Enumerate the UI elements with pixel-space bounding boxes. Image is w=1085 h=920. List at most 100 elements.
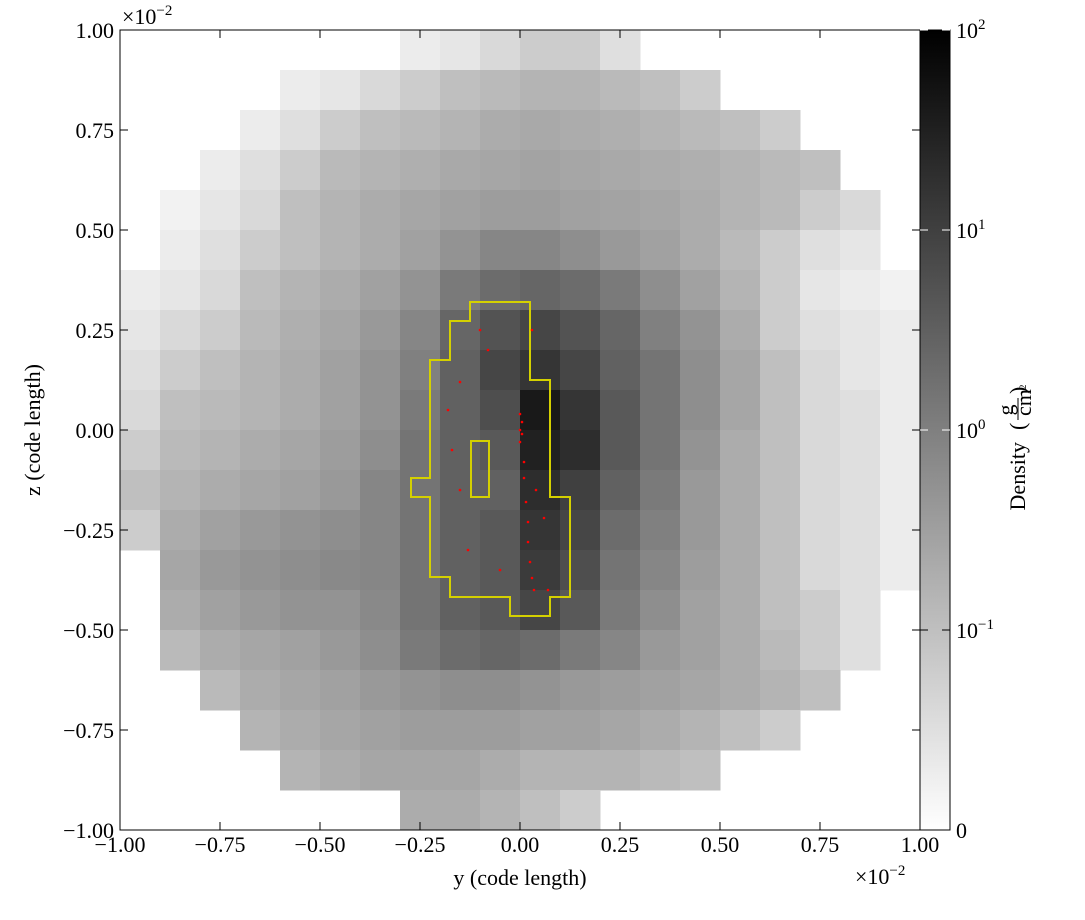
cell <box>240 390 281 431</box>
cell <box>480 30 521 71</box>
cell <box>320 710 361 751</box>
cell <box>880 550 921 591</box>
cell <box>440 670 481 711</box>
cell <box>400 630 441 671</box>
offset-exponent: −2 <box>156 3 172 19</box>
tick-base: 10 <box>956 18 978 43</box>
x-tick-label: 0.00 <box>501 832 540 857</box>
cell <box>760 470 801 511</box>
contour <box>410 301 571 617</box>
cell <box>440 150 481 191</box>
cell <box>400 710 441 751</box>
cell <box>760 550 801 591</box>
cell <box>240 470 281 511</box>
cell <box>560 230 601 271</box>
cell <box>160 270 201 311</box>
cell <box>640 430 681 471</box>
cell <box>240 550 281 591</box>
cell <box>360 310 401 351</box>
cell <box>200 550 241 591</box>
cell <box>640 230 681 271</box>
cell <box>640 270 681 311</box>
cell <box>240 230 281 271</box>
colorbar-tick-label: 0 <box>956 818 967 843</box>
cell <box>400 550 441 591</box>
paren: ) <box>1005 387 1030 394</box>
cell <box>520 670 561 711</box>
cell <box>880 470 921 511</box>
cell <box>680 390 721 431</box>
particle <box>542 516 546 520</box>
particles <box>446 328 550 592</box>
cell <box>160 190 201 231</box>
particle <box>446 408 450 412</box>
cell <box>640 510 681 551</box>
cell <box>600 510 641 551</box>
x-tick-label: −0.50 <box>295 832 346 857</box>
cell <box>800 350 841 391</box>
colorbar-title: Density <box>1005 442 1030 510</box>
cell <box>320 350 361 391</box>
cell <box>200 470 241 511</box>
cell <box>280 550 321 591</box>
cell <box>560 750 601 791</box>
cell <box>400 270 441 311</box>
cell <box>360 190 401 231</box>
colorbar-tick-label: 102 <box>956 17 986 43</box>
cell <box>440 70 481 111</box>
cell <box>520 470 561 511</box>
cell <box>440 350 481 391</box>
cell <box>280 270 321 311</box>
cell <box>440 30 481 71</box>
cell <box>640 550 681 591</box>
cell <box>800 430 841 471</box>
cell <box>160 550 201 591</box>
cell <box>760 230 801 271</box>
cell <box>200 390 241 431</box>
cell <box>600 550 641 591</box>
cell <box>320 230 361 271</box>
colorbar-label: Density g cm2 ( ) <box>993 385 1036 511</box>
cell <box>560 70 601 111</box>
cell <box>480 670 521 711</box>
cell <box>320 750 361 791</box>
cell <box>560 790 601 831</box>
cell <box>760 150 801 191</box>
cell <box>160 510 201 551</box>
cell <box>520 550 561 591</box>
tick-exponent: 1 <box>978 217 986 233</box>
cell <box>320 110 361 151</box>
tick-exponent: 0 <box>978 417 986 433</box>
cell <box>240 430 281 471</box>
cell <box>600 470 641 511</box>
cell <box>360 470 401 511</box>
particle <box>458 488 462 492</box>
cell <box>840 190 881 231</box>
offset-base: ×10 <box>855 864 889 889</box>
cell <box>480 430 521 471</box>
cell <box>200 590 241 631</box>
cell <box>480 470 521 511</box>
cell <box>760 670 801 711</box>
cell <box>720 510 761 551</box>
offset-base: ×10 <box>122 4 156 29</box>
cell <box>840 550 881 591</box>
cell <box>440 550 481 591</box>
cell <box>480 790 521 831</box>
x-tick-label: −1.00 <box>95 832 146 857</box>
tick-base: 10 <box>956 418 978 443</box>
cell <box>720 670 761 711</box>
cell <box>480 270 521 311</box>
colorbar-tick-label: 100 <box>956 417 986 443</box>
cell <box>480 390 521 431</box>
cell <box>560 190 601 231</box>
cell <box>520 750 561 791</box>
heatmap <box>120 30 921 831</box>
particle <box>546 588 550 592</box>
cell <box>360 350 401 391</box>
cell <box>720 630 761 671</box>
cell <box>480 350 521 391</box>
cell <box>440 790 481 831</box>
cell <box>520 430 561 471</box>
